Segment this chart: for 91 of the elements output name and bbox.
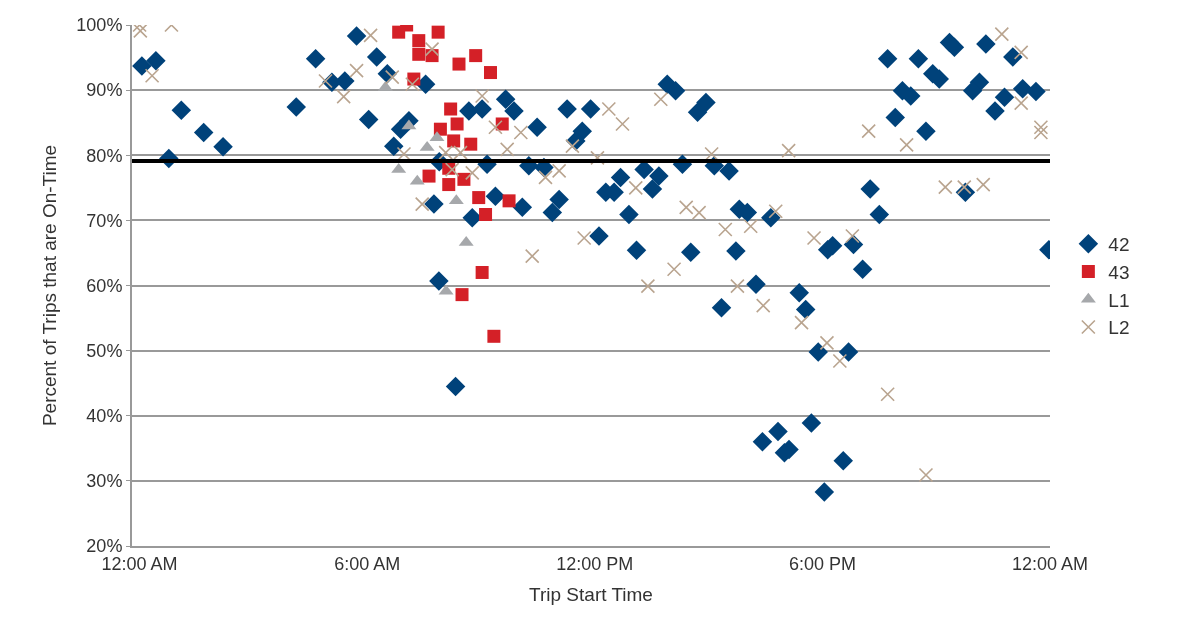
point	[601, 101, 617, 117]
x-tick-label: 12:00 AM	[1011, 553, 1089, 574]
point	[666, 261, 682, 277]
point	[861, 123, 876, 139]
point	[691, 205, 707, 220]
legend-label: 42	[1108, 234, 1130, 256]
point	[422, 169, 436, 183]
x-axis-title: Trip Start Time	[529, 583, 653, 605]
point	[384, 69, 400, 85]
point	[447, 134, 461, 148]
point	[975, 177, 991, 192]
point	[336, 89, 351, 104]
point	[615, 116, 630, 132]
point	[819, 335, 835, 351]
point	[994, 26, 1010, 42]
point	[349, 63, 364, 78]
point	[488, 119, 503, 135]
point	[424, 41, 440, 57]
point	[899, 137, 914, 153]
point	[590, 150, 605, 166]
point	[133, 25, 148, 39]
point	[538, 170, 553, 185]
point	[513, 125, 529, 140]
point	[452, 57, 466, 71]
point	[502, 194, 516, 208]
point	[455, 288, 469, 302]
point	[464, 137, 478, 151]
point	[918, 467, 934, 483]
point	[678, 200, 694, 215]
point	[144, 68, 160, 84]
point	[431, 25, 445, 39]
point	[469, 49, 483, 63]
point	[392, 25, 406, 39]
point	[1013, 45, 1029, 60]
point	[1033, 119, 1049, 135]
point	[781, 143, 796, 158]
point	[318, 73, 333, 89]
y-tick-label: 40%	[86, 406, 123, 427]
point	[487, 329, 501, 343]
point	[474, 88, 490, 104]
point	[450, 117, 464, 131]
point	[363, 28, 378, 43]
point	[956, 179, 972, 195]
y-axis-title: Percent of Trips that are On-Time	[38, 144, 60, 427]
point	[743, 218, 758, 234]
point	[444, 102, 458, 116]
y-tick-label: 70%	[86, 210, 123, 231]
point	[717, 222, 733, 237]
point	[479, 208, 493, 222]
x-tick-label: 6:00 AM	[334, 553, 401, 574]
y-tick-label: 30%	[86, 471, 123, 492]
point	[483, 66, 497, 80]
point	[832, 353, 848, 369]
point	[524, 248, 540, 264]
point	[768, 203, 784, 219]
point	[551, 163, 567, 179]
point	[640, 278, 656, 294]
point	[444, 162, 460, 177]
point	[730, 278, 745, 294]
point	[412, 47, 426, 61]
point	[628, 180, 644, 196]
point	[1033, 125, 1049, 140]
point	[794, 315, 809, 330]
point	[653, 91, 669, 107]
point	[499, 142, 515, 157]
legend-label: 43	[1108, 261, 1130, 283]
y-tick-label: 90%	[86, 80, 123, 101]
x-tick-label: 6:00 PM	[788, 553, 856, 574]
y-tick-label: 60%	[86, 275, 123, 296]
point	[472, 191, 486, 205]
point	[845, 228, 860, 244]
point	[806, 230, 822, 246]
point	[405, 76, 420, 92]
point	[412, 34, 426, 48]
y-tick-label: 80%	[86, 145, 123, 166]
point	[1013, 95, 1029, 111]
point	[880, 386, 895, 402]
point	[442, 178, 456, 192]
y-tick-label: 100%	[76, 15, 123, 36]
point	[457, 172, 471, 186]
legend-label: L2	[1108, 317, 1130, 339]
point	[755, 298, 771, 313]
point	[414, 196, 430, 212]
y-tick-label: 50%	[86, 340, 123, 361]
point	[464, 165, 480, 181]
x-tick-label: 12:00 PM	[556, 553, 634, 574]
point	[565, 138, 580, 154]
legend-label: L1	[1108, 289, 1130, 311]
point	[475, 265, 489, 279]
point	[576, 230, 592, 246]
point	[938, 179, 953, 195]
